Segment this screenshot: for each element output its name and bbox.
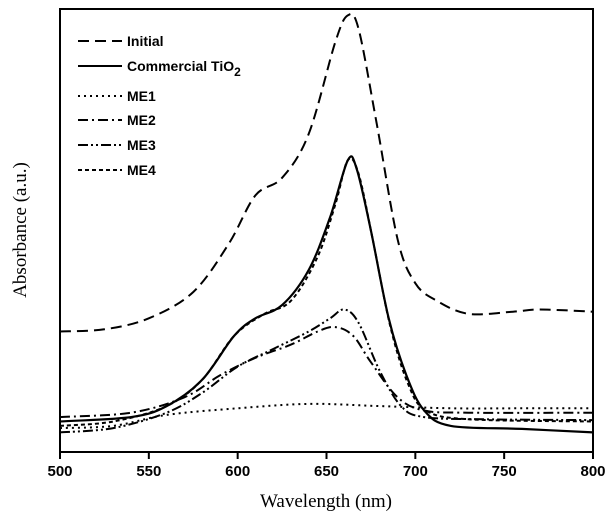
x-tick-label-600: 600	[225, 463, 250, 480]
legend-label-initial: Initial	[127, 33, 164, 49]
x-tick-label-800: 800	[580, 463, 605, 480]
x-axis-label: Wavelength (nm)	[260, 491, 392, 512]
plot-area-border	[59, 8, 594, 453]
series-line-me4	[59, 157, 594, 427]
legend: Initial Commercial TiO2 ME1 ME2 ME3 ME4	[78, 33, 241, 178]
series-line-commercial-tio2	[59, 155, 594, 434]
x-tick-label-650: 650	[314, 463, 339, 480]
series-line-me2	[59, 325, 594, 419]
series-line-initial	[59, 12, 594, 333]
x-tick-label-750: 750	[492, 463, 517, 480]
legend-label-me2: ME2	[127, 112, 156, 128]
x-tick-label-500: 500	[47, 463, 72, 480]
plot-frame	[59, 8, 594, 453]
y-axis-label: Absorbance (a.u.)	[10, 162, 31, 298]
legend-label-commercial-tio2: Commercial TiO2	[127, 58, 241, 79]
legend-label-me1: ME1	[127, 88, 156, 104]
x-axis-ticks: 500 550 600 650 700 750 800	[47, 452, 606, 480]
series-layer	[59, 12, 594, 434]
legend-label-me3: ME3	[127, 137, 156, 153]
legend-label-me4: ME4	[127, 162, 156, 178]
series-line-me3	[59, 308, 594, 434]
x-tick-label-700: 700	[403, 463, 428, 480]
x-tick-label-550: 550	[136, 463, 161, 480]
series-line-me1	[59, 402, 593, 430]
